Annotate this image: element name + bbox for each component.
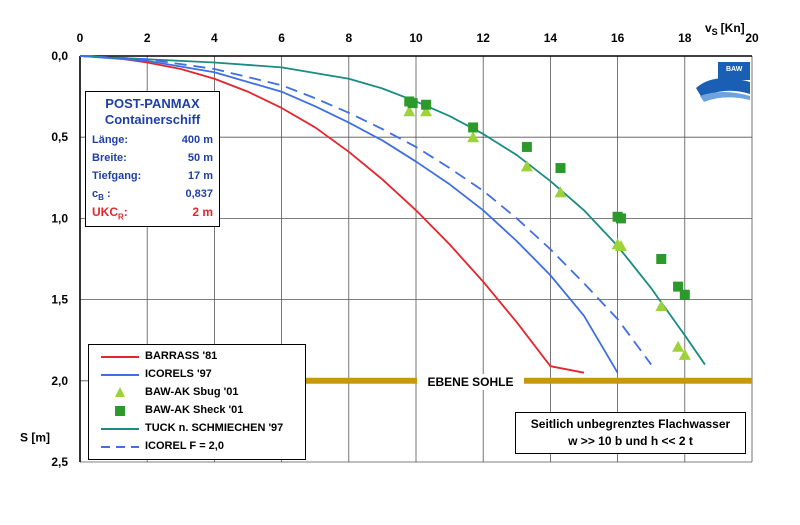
data-point-triangle — [520, 160, 533, 172]
x-axis-label-unit: [Kn] — [721, 21, 745, 35]
markers-group — [403, 96, 691, 360]
legend-line-swatch — [101, 356, 139, 358]
data-point-square — [521, 141, 532, 152]
info-key-sub: R — [118, 212, 124, 222]
y-tick-label: 0,5 — [51, 130, 68, 144]
data-point-square — [407, 98, 418, 109]
legend: BARRASS '81 ICORELS '97 BAW-AK Sbug '01 … — [88, 344, 306, 460]
legend-label: TUCK n. SCHMIECHEN '97 — [145, 422, 284, 434]
info-key: UKCR: — [92, 205, 128, 221]
info-value: 17 m — [187, 170, 213, 182]
series-line — [79, 55, 619, 374]
data-point-triangle — [655, 300, 668, 312]
info-key-main: UKC — [92, 205, 118, 219]
data-point-triangle — [420, 105, 433, 117]
data-point-triangle — [554, 186, 567, 198]
legend-label: BARRASS '81 — [145, 350, 218, 362]
data-point-square — [679, 289, 690, 300]
note-line-2: w >> 10 b und h << 2 t — [568, 434, 693, 448]
legend-item-sbug: BAW-AK Sbug '01 — [89, 385, 305, 401]
info-key: Tiefgang: — [92, 170, 142, 182]
data-point-triangle — [672, 340, 685, 352]
y-tick-label: 0,0 — [51, 49, 68, 63]
legend-label: ICOREL F = 2,0 — [145, 440, 224, 452]
x-tick-label: 6 — [278, 31, 285, 45]
x-tick-label: 14 — [544, 31, 558, 45]
legend-dashed-swatch — [101, 446, 139, 448]
data-point-triangle — [678, 348, 691, 360]
info-key: Länge: — [92, 134, 129, 146]
info-subtitle: Containerschiff — [104, 112, 201, 127]
ship-info-box: POST-PANMAX Containerschiff Länge: 400 m… — [85, 91, 220, 227]
legend-item-icorels: ICORELS '97 — [89, 367, 305, 383]
y-axis-label: S [m] — [20, 431, 50, 445]
legend-label: ICORELS '97 — [145, 368, 212, 380]
legend-label: BAW-AK Sheck '01 — [145, 404, 244, 416]
data-point-square — [421, 99, 432, 110]
legend-square-swatch — [115, 406, 125, 416]
series-line — [79, 55, 652, 366]
series-line — [79, 55, 585, 374]
x-tick-label: 8 — [345, 31, 352, 45]
x-axis-label-main: v — [705, 21, 712, 35]
info-key: cB : — [92, 188, 111, 202]
info-key-main: c — [92, 188, 99, 200]
legend-item-tuck: TUCK n. SCHMIECHEN '97 — [89, 421, 305, 437]
info-key-sub: B — [98, 193, 104, 203]
legend-item-icorel-f: ICOREL F = 2,0 — [89, 439, 305, 455]
legend-line-swatch — [101, 374, 139, 376]
x-tick-label: 2 — [144, 31, 151, 45]
series-line — [79, 55, 706, 366]
legend-item-sheck: BAW-AK Sheck '01 — [89, 403, 305, 419]
info-title: POST-PANMAX — [105, 96, 200, 111]
data-point-square — [673, 281, 684, 292]
info-key: Breite: — [92, 152, 127, 164]
data-point-square — [656, 254, 667, 264]
legend-triangle-swatch — [115, 387, 125, 397]
info-value: 0,837 — [185, 188, 213, 200]
legend-line-swatch — [101, 428, 139, 430]
reference-line-label: EBENE SOHLE — [417, 374, 524, 390]
info-value: 400 m — [181, 134, 213, 146]
baw-logo: BAW — [694, 60, 752, 104]
x-tick-label: 12 — [477, 31, 491, 45]
legend-label: BAW-AK Sbug '01 — [145, 386, 239, 398]
info-key-tail: : — [103, 188, 111, 200]
data-point-square — [615, 213, 626, 224]
x-tick-label: 20 — [745, 31, 759, 45]
x-axis-label: vS [Kn] — [705, 21, 745, 37]
series-group — [79, 55, 706, 374]
info-key-tail: : — [123, 205, 128, 219]
data-point-triangle — [403, 105, 416, 117]
x-tick-label: 16 — [611, 31, 625, 45]
data-point-square — [468, 122, 479, 133]
x-tick-label: 4 — [211, 31, 218, 45]
info-value: 50 m — [187, 152, 213, 164]
data-point-triangle — [614, 240, 627, 252]
data-point-triangle — [467, 131, 480, 143]
baw-logo-icon — [696, 62, 750, 102]
x-tick-label: 18 — [678, 31, 692, 45]
grid — [79, 55, 753, 463]
tick-labels: 0 2 4 6 8 10 12 14 16 18 20 0,0 0,5 1,0 1,5 2,0 2,5 — [51, 31, 759, 469]
info-value: 2 m — [192, 205, 213, 219]
x-tick-label: 10 — [409, 31, 423, 45]
legend-item-barrass: BARRASS '81 — [89, 349, 305, 365]
note-line-1: Seitlich unbegrenztes Flachwasser — [530, 417, 731, 431]
data-point-square — [555, 163, 566, 174]
y-tick-label: 2,0 — [51, 374, 68, 388]
x-tick-label: 0 — [77, 31, 84, 45]
condition-note: Seitlich unbegrenztes Flachwasser w >> 1… — [515, 412, 746, 454]
y-tick-label: 1,0 — [51, 211, 68, 225]
y-tick-label: 2,5 — [51, 455, 68, 469]
baw-logo-text: BAW — [726, 66, 743, 73]
y-tick-label: 1,5 — [51, 293, 68, 307]
x-axis-label-sub: S — [712, 27, 718, 37]
